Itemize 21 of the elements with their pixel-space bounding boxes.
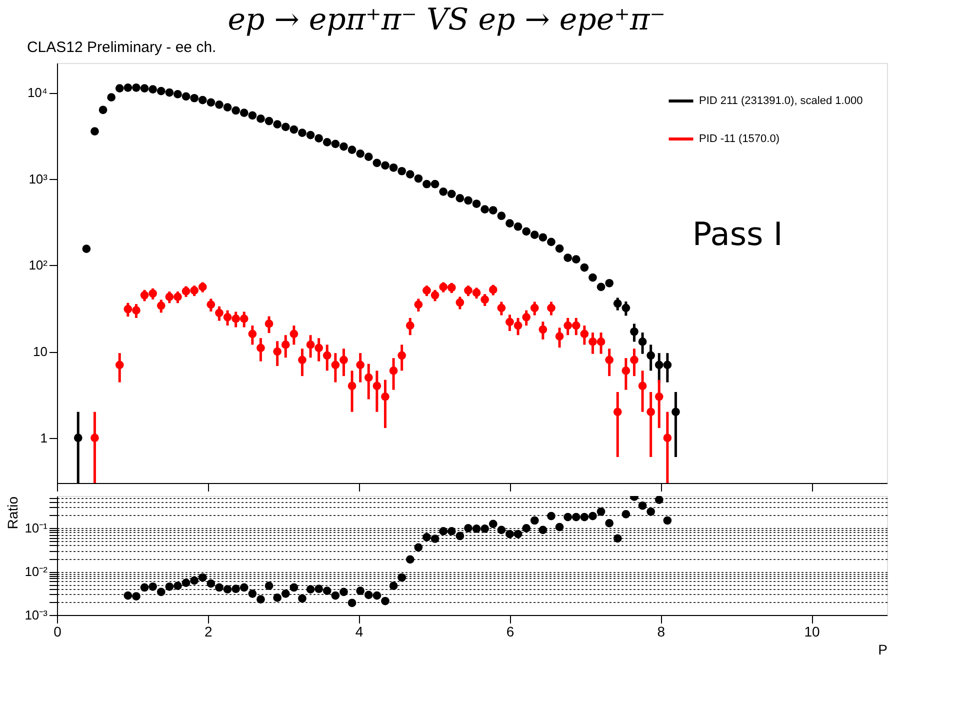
y-axis-title: Ratio	[4, 496, 21, 530]
y-tick-label: 10	[33, 344, 48, 360]
annotation: Pass I	[692, 215, 783, 254]
x-tick-label: 0	[54, 624, 62, 640]
legend-label: PID 211 (231391.0), scaled 1.000	[699, 95, 863, 107]
chart-subtitle: CLAS12 Preliminary - ee ch.	[26, 39, 216, 56]
y-tick-label: 10⁻¹	[24, 520, 48, 536]
x-tick-label: 2	[204, 624, 213, 640]
x-tick-label: 4	[355, 624, 364, 640]
legend-label: PID -11 (1570.0)	[699, 133, 780, 145]
chart-title: ep → epπ⁺π⁻ VS ep → epe⁺π⁻	[228, 2, 666, 38]
x-tick-label: 10	[804, 624, 820, 640]
y-tick-label: 10⁻²	[24, 564, 48, 580]
y-tick-label: 10⁴	[27, 85, 48, 100]
x-tick-label: 6	[506, 624, 514, 640]
y-tick-label: 1	[40, 430, 48, 446]
y-tick-label: 10²	[28, 258, 48, 273]
y-tick-label: 10³	[28, 171, 48, 186]
x-axis-title: P	[878, 642, 888, 658]
y-tick-label: 10⁻³	[24, 608, 48, 622]
x-tick-label: 8	[657, 624, 666, 640]
